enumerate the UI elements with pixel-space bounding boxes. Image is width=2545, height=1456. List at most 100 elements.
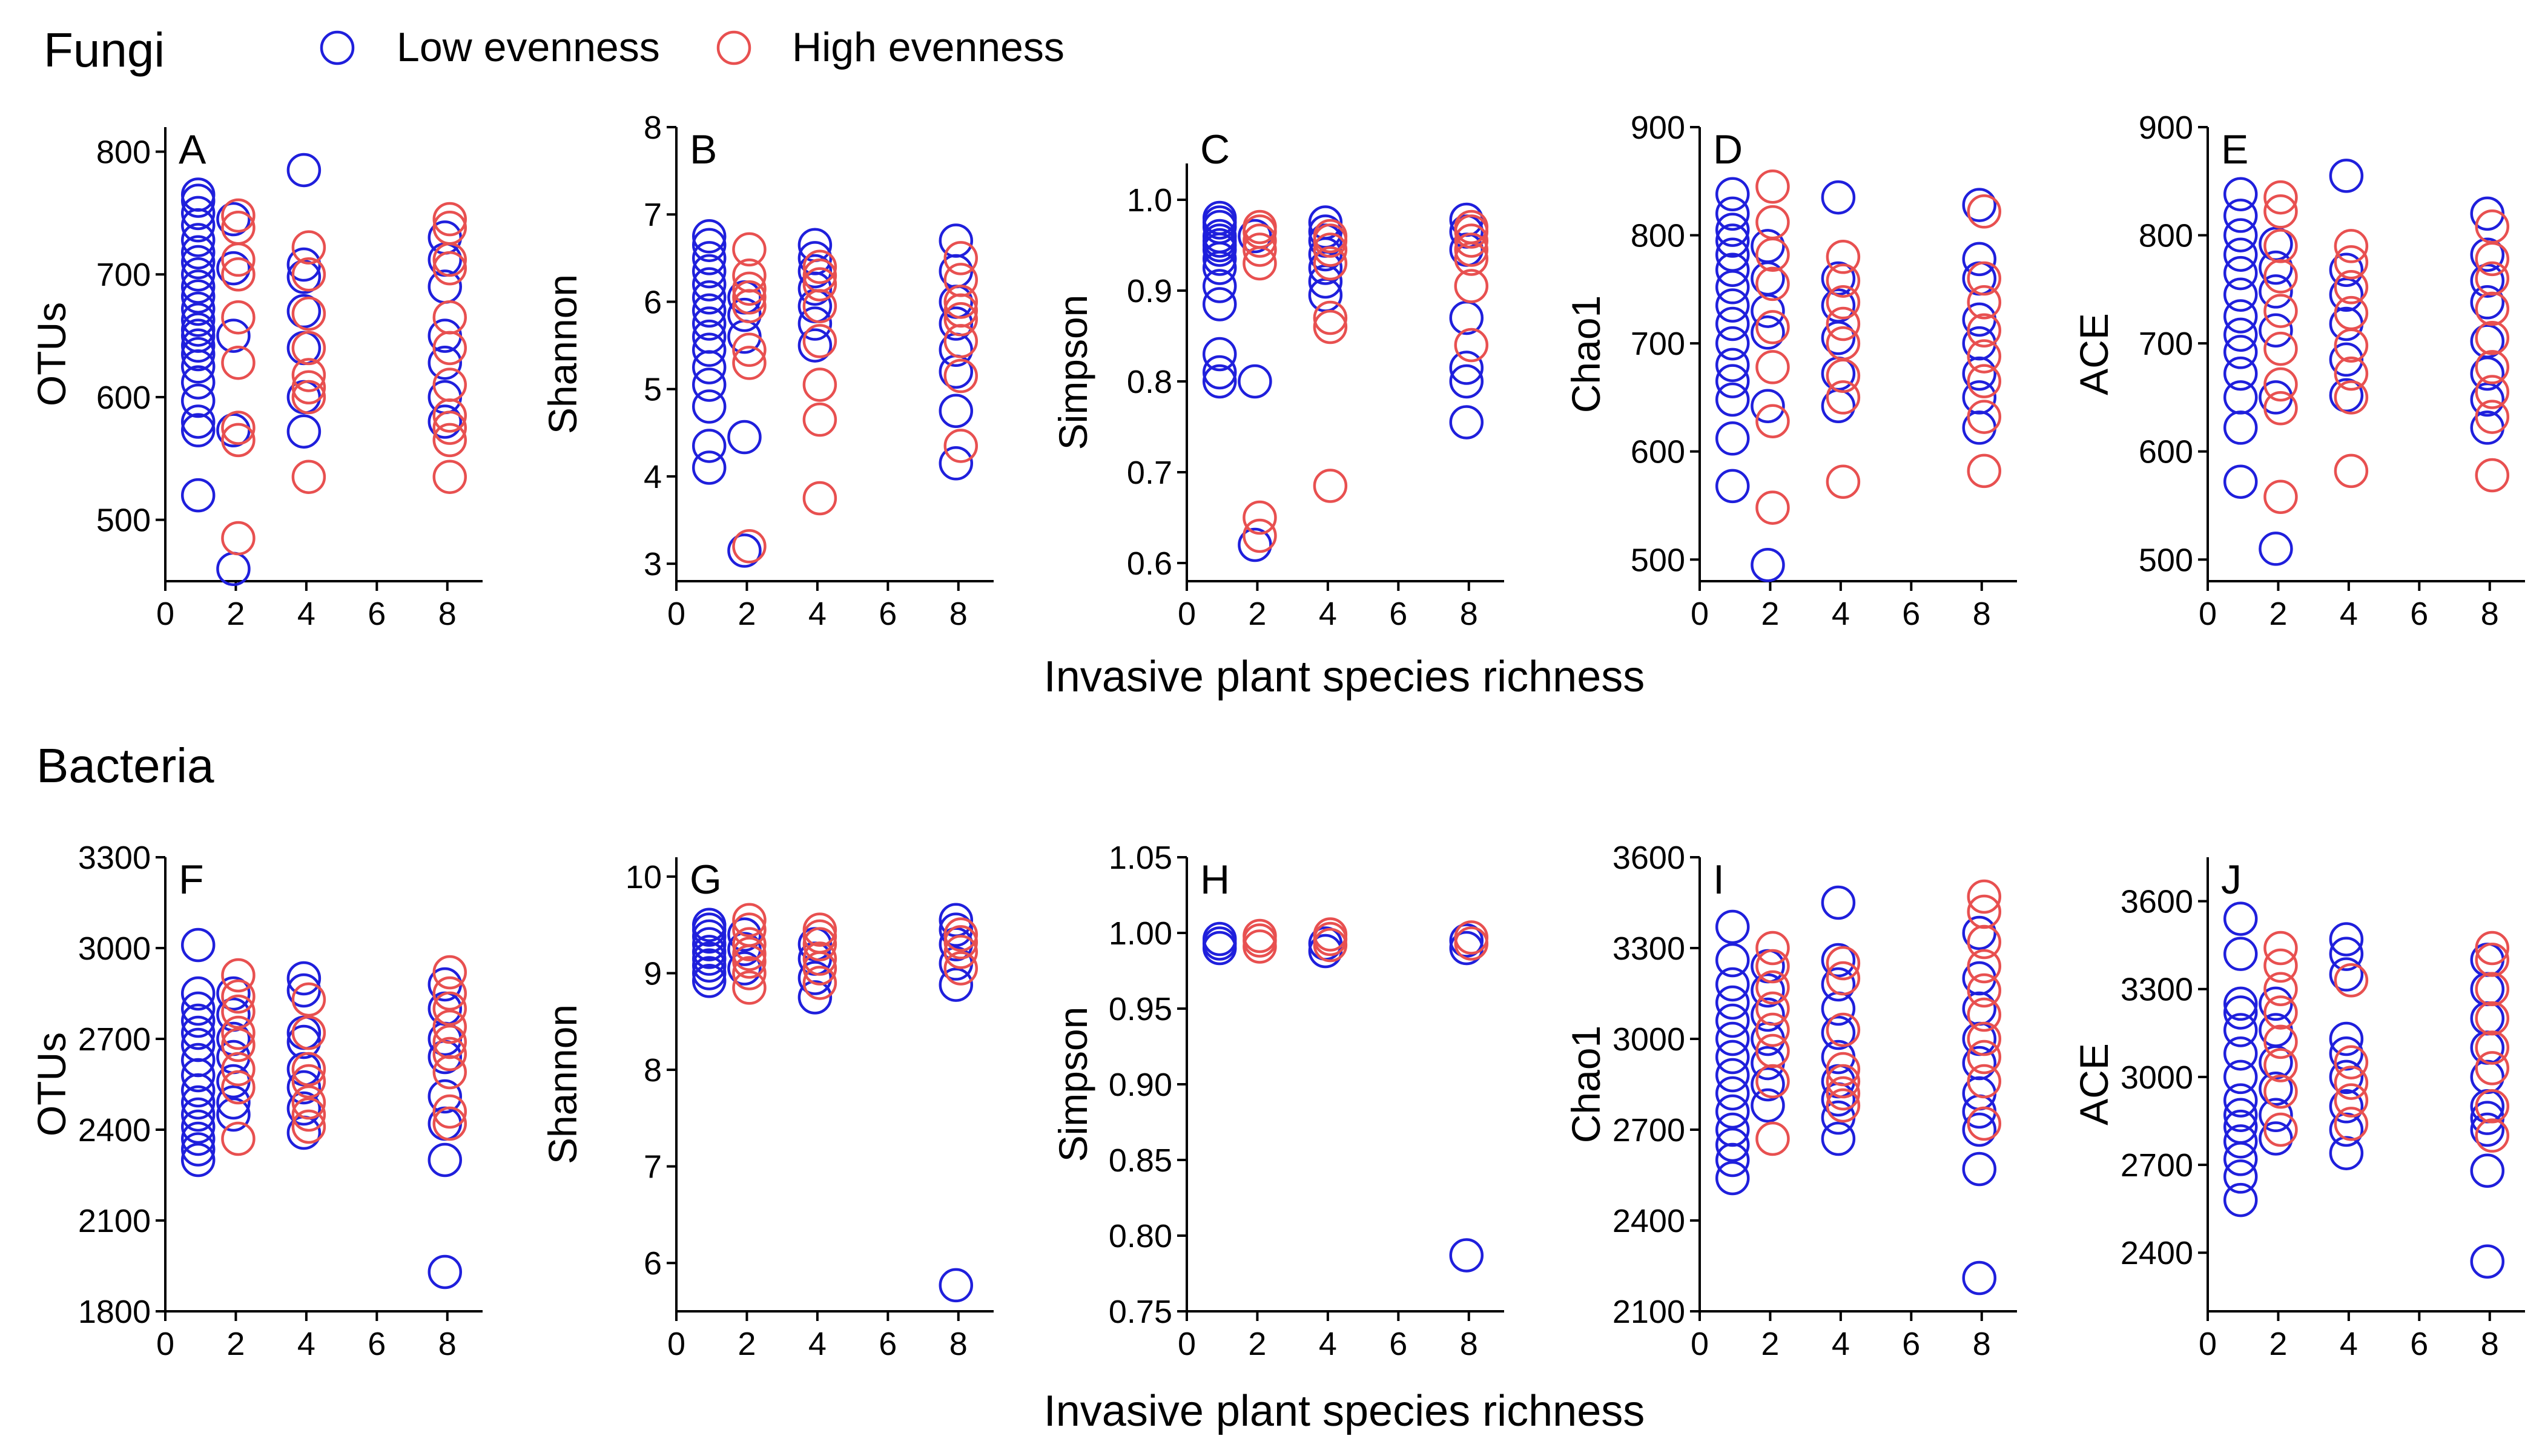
x-tick-label: 0: [156, 596, 174, 632]
x-tick-label: 2: [2269, 596, 2287, 632]
data-point-high-evenness: [2475, 1051, 2510, 1085]
data-point-high-evenness: [221, 300, 256, 335]
legend-label-high-evenness: High evenness: [792, 24, 1065, 70]
data-point-low-evenness: [1821, 991, 1856, 1026]
data-point-low-evenness: [180, 1097, 216, 1132]
data-point-high-evenness: [291, 1064, 326, 1099]
data-point-high-evenness: [432, 1106, 467, 1141]
data-point-low-evenness: [2223, 199, 2258, 233]
data-point-low-evenness: [1449, 1238, 1484, 1273]
data-point-low-evenness: [1715, 967, 1750, 1002]
y-tick-label: 0.90: [1109, 1067, 1172, 1103]
data-point-low-evenness: [692, 254, 727, 289]
data-point-low-evenness: [1715, 177, 1750, 211]
data-point-high-evenness: [2334, 1066, 2369, 1100]
data-point-high-evenness: [2475, 1001, 2510, 1036]
data-point-low-evenness: [216, 202, 251, 237]
data-point-high-evenness: [2263, 180, 2298, 215]
data-point-low-evenness: [2223, 237, 2258, 272]
y-tick-label: 2700: [2121, 1147, 2193, 1184]
data-point-high-evenness: [221, 198, 256, 233]
data-point-high-evenness: [1826, 326, 1861, 361]
x-tick-label: 4: [1832, 596, 1850, 632]
data-point-high-evenness: [732, 232, 767, 267]
data-point-high-evenness: [1454, 328, 1489, 363]
data-point-low-evenness: [286, 294, 322, 329]
data-point-low-evenness: [2223, 1083, 2258, 1118]
x-tick-label: 4: [297, 596, 315, 632]
x-tick-label: 0: [667, 596, 685, 632]
data-point-low-evenness: [1715, 237, 1750, 272]
data-point-low-evenness: [180, 235, 216, 270]
data-point-low-evenness: [1715, 1021, 1750, 1056]
data-point-low-evenness: [180, 302, 216, 337]
data-point-high-evenness: [2263, 331, 2298, 366]
data-point-low-evenness: [939, 446, 974, 481]
x-tick-label: 4: [1319, 596, 1337, 632]
data-point-low-evenness: [180, 413, 216, 447]
data-point-low-evenness: [180, 1043, 216, 1078]
panel-c: 0.6 0.7 0.8 0.9 1.0 0 2 4 6 8 Simpson C: [1051, 127, 1504, 632]
data-point-low-evenness: [1715, 348, 1750, 383]
data-point-low-evenness: [797, 980, 833, 1015]
y-tick-label: 0.9: [1127, 273, 1172, 309]
x-tick-label: 8: [2481, 1326, 2499, 1362]
data-point-high-evenness: [1967, 924, 2002, 960]
y-tick-label: 0.7: [1127, 455, 1172, 491]
y-tick-label: 3600: [2121, 884, 2193, 920]
data-point-high-evenness: [1967, 194, 2002, 229]
x-tick-label: 8: [949, 596, 968, 632]
y-tick-label: 3000: [1612, 1021, 1685, 1058]
data-point-low-evenness: [2223, 177, 2258, 211]
x-tick-label: 6: [368, 1326, 386, 1362]
data-point-high-evenness: [1826, 380, 1861, 415]
x-tick-label: 8: [1973, 596, 1991, 632]
data-point-low-evenness: [180, 404, 216, 439]
data-point-low-evenness: [1715, 421, 1750, 456]
data-point-low-evenness: [1751, 973, 1785, 1008]
x-tick-label: 4: [297, 1326, 315, 1362]
data-point-high-evenness: [1826, 240, 1861, 274]
data-point-low-evenness: [180, 257, 216, 292]
data-point-high-evenness: [432, 251, 467, 286]
data-point-low-evenness: [1715, 252, 1750, 287]
y-tick-label: 1.05: [1109, 840, 1172, 876]
data-point-low-evenness: [692, 241, 727, 275]
y-tick-label: 8: [644, 110, 662, 146]
data-point-high-evenness: [2263, 1112, 2298, 1147]
data-point-high-evenness: [291, 257, 326, 292]
data-point-low-evenness: [427, 404, 463, 439]
data-point-low-evenness: [727, 297, 762, 332]
data-point-low-evenness: [797, 328, 833, 363]
data-point-low-evenness: [2329, 922, 2364, 957]
x-tick-label: 0: [2199, 1326, 2217, 1362]
y-tick-label: 500: [2139, 542, 2193, 578]
data-point-low-evenness: [2259, 250, 2293, 285]
data-point-low-evenness: [180, 337, 216, 372]
data-point-high-evenness: [1755, 1121, 1790, 1156]
y-tick-label: 700: [2139, 326, 2193, 362]
data-point-low-evenness: [2259, 986, 2293, 1021]
panel-letter: G: [690, 857, 722, 903]
data-point-high-evenness: [221, 257, 256, 292]
data-point-high-evenness: [1755, 169, 1790, 204]
x-tick-label: 6: [1902, 1326, 1920, 1362]
data-point-low-evenness: [797, 241, 833, 275]
data-point-low-evenness: [216, 318, 251, 353]
data-point-low-evenness: [692, 306, 727, 341]
data-point-low-evenness: [1202, 364, 1237, 399]
data-point-high-evenness: [2475, 209, 2510, 244]
data-point-low-evenness: [1202, 337, 1237, 372]
data-point-low-evenness: [1751, 315, 1785, 350]
data-point-low-evenness: [2223, 255, 2258, 291]
y-axis-label: ACE: [2071, 313, 2116, 395]
data-point-high-evenness: [1826, 285, 1861, 320]
data-point-low-evenness: [1821, 180, 1856, 215]
data-point-low-evenness: [692, 219, 727, 254]
data-point-low-evenness: [1962, 242, 1997, 277]
data-point-low-evenness: [1449, 405, 1484, 440]
data-point-high-evenness: [1313, 469, 1348, 503]
data-point-high-evenness: [1313, 219, 1348, 254]
x-tick-label: 0: [156, 1326, 174, 1362]
